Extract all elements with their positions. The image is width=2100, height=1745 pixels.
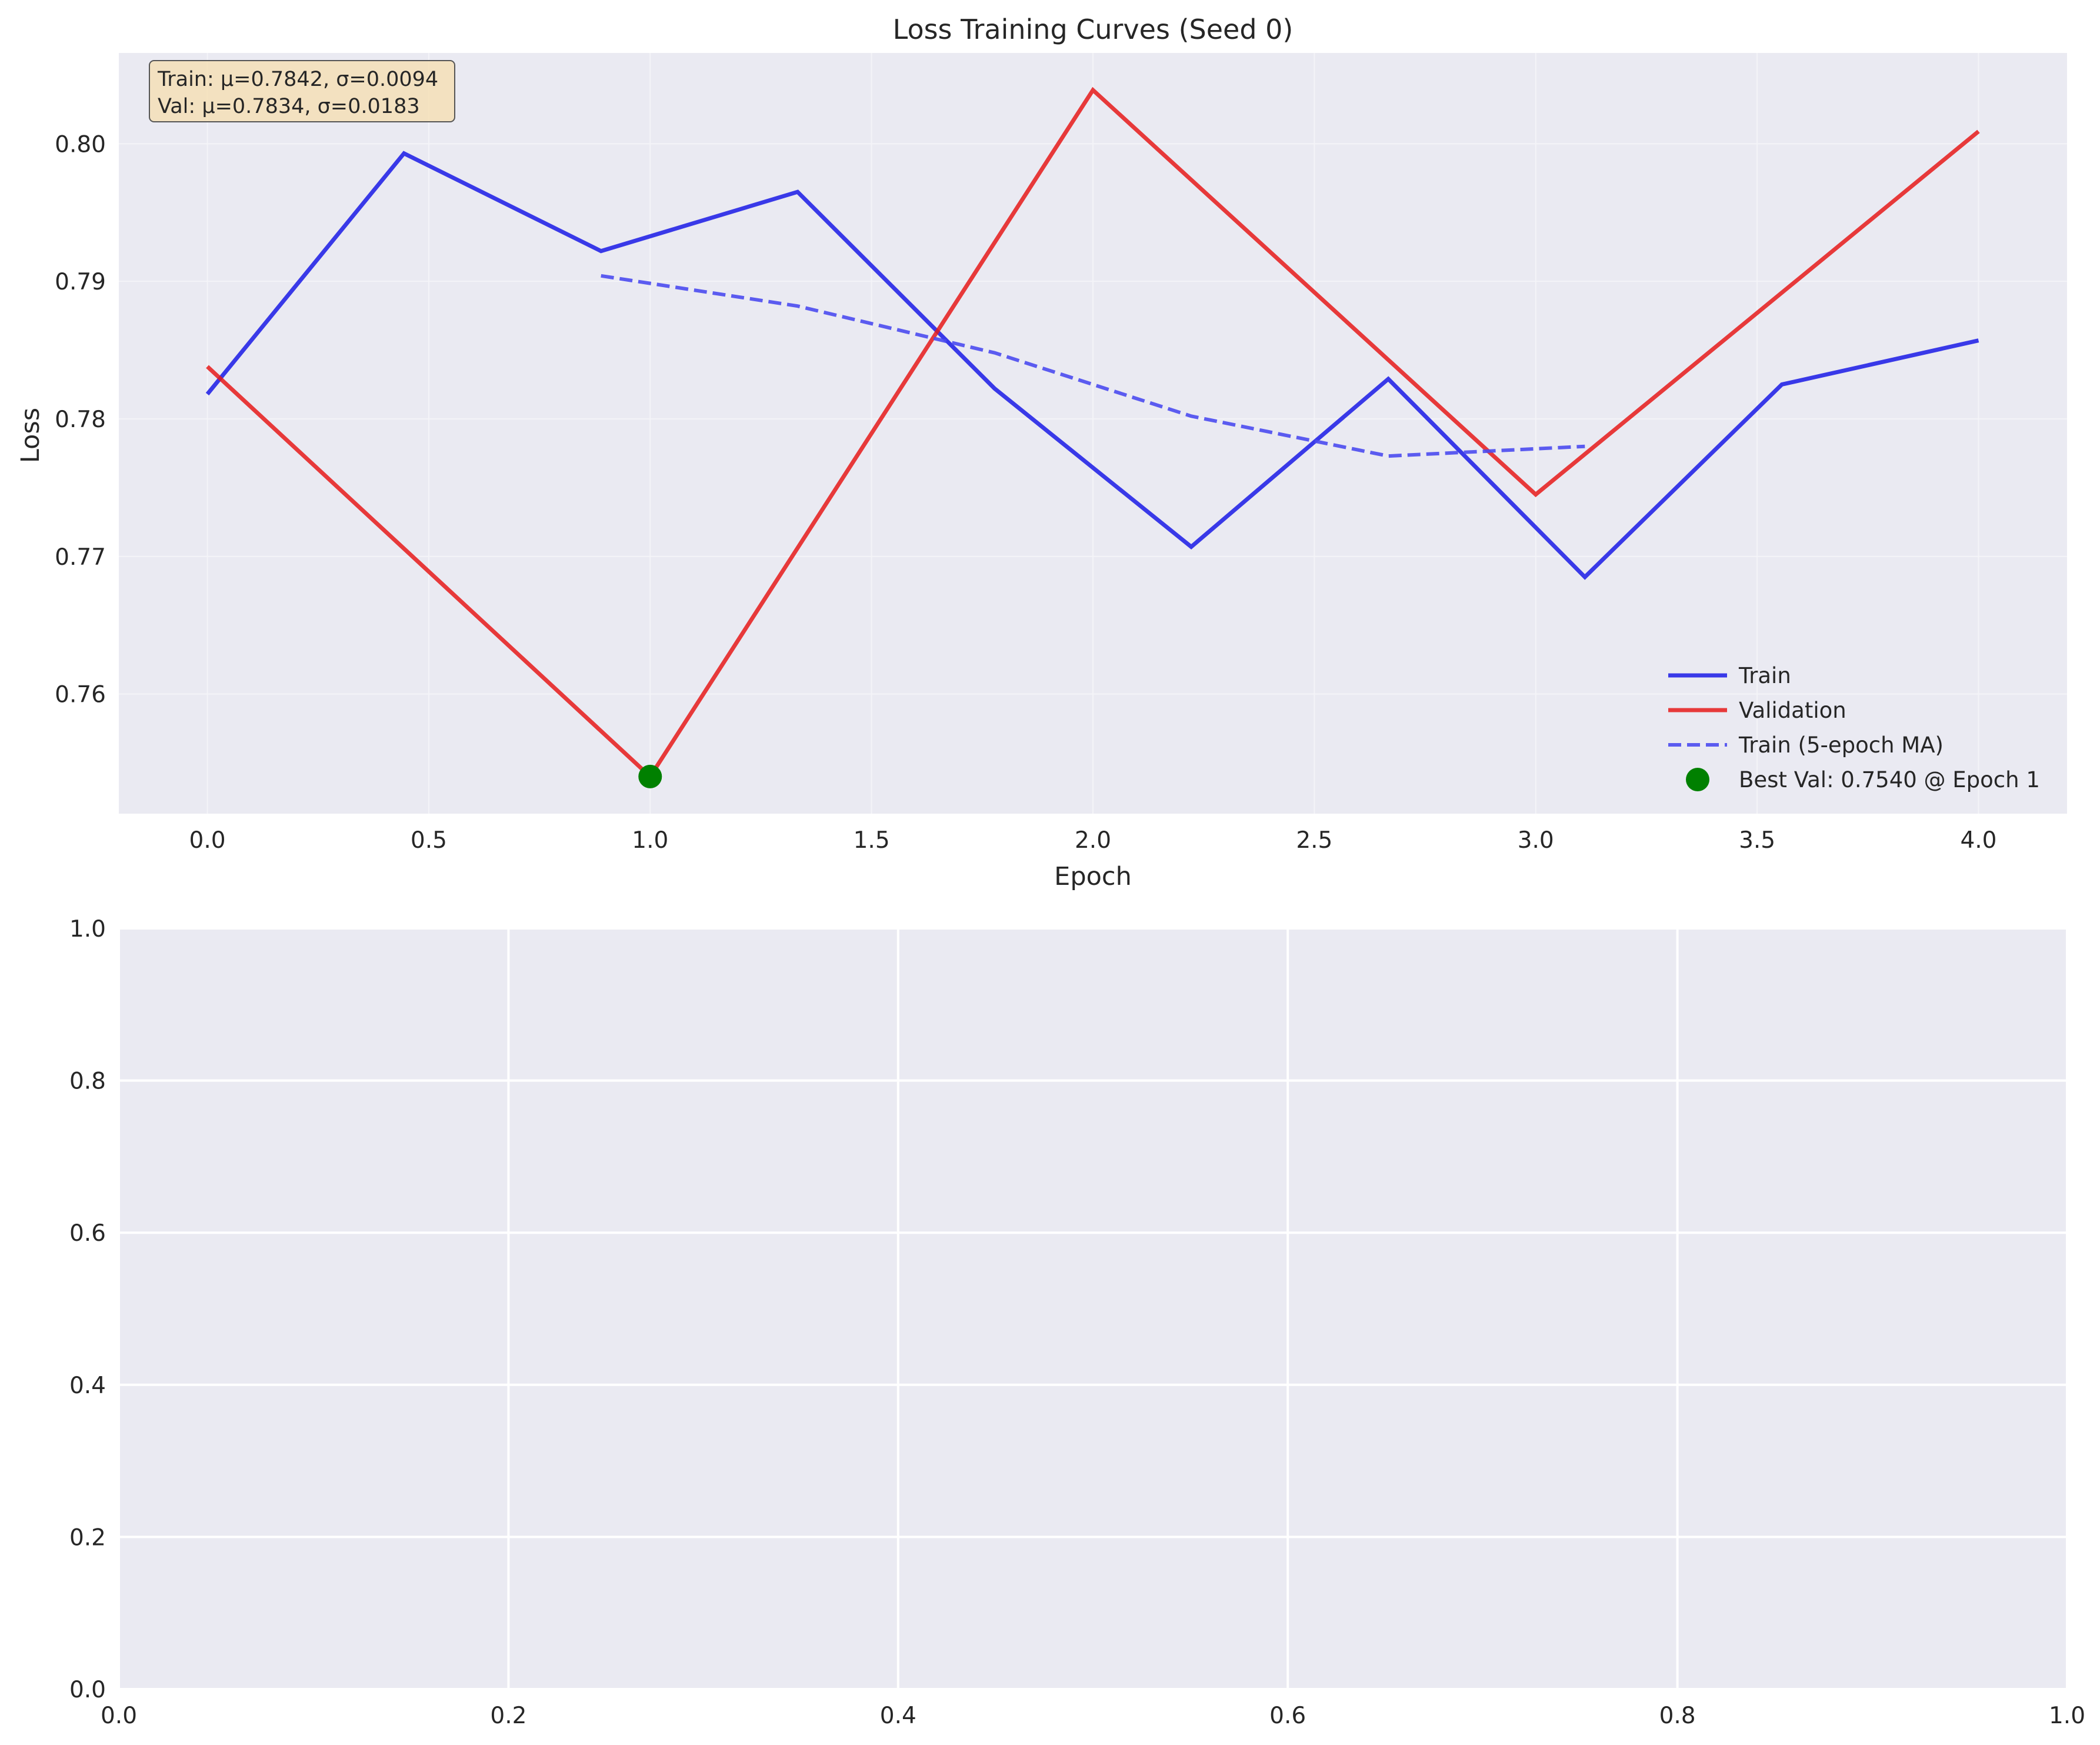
legend-label-best-val: Best Val: 0.7540 @ Epoch 1	[1739, 767, 2040, 792]
y-tick-label: 0.6	[69, 1220, 106, 1247]
top-marker-layer	[638, 764, 662, 788]
best-val-marker	[638, 764, 662, 788]
stats-box: Train: μ=0.7842, σ=0.0094 Val: μ=0.7834,…	[149, 60, 455, 122]
x-axis-label: Epoch	[1054, 862, 1132, 891]
x-tick-label: 2.5	[1296, 827, 1332, 854]
x-tick-label: 4.0	[1960, 827, 1996, 854]
x-tick-label: 0.6	[1269, 1703, 1306, 1729]
x-tick-label: 0.8	[1659, 1703, 1696, 1729]
x-tick-label: 1.0	[632, 827, 668, 854]
legend: Train Validation Train (5-epoch MA) Best…	[1668, 663, 2040, 792]
stats-train-text: Train: μ=0.7842, σ=0.0094	[157, 68, 438, 91]
legend-label-validation: Validation	[1739, 698, 1846, 723]
bottom-x-tick-labels: 0.0 0.2 0.4 0.6 0.8 1.0	[101, 1703, 2085, 1729]
stats-box-background	[149, 60, 455, 122]
y-tick-label: 0.77	[55, 544, 106, 571]
y-tick-label: 0.79	[55, 269, 106, 295]
top-x-tick-labels: 0.0 0.5 1.0 1.5 2.0 2.5 3.0 3.5 4.0	[189, 827, 1997, 854]
chart-title: Loss Training Curves (Seed 0)	[893, 14, 1294, 45]
bottom-grid	[118, 927, 2068, 1690]
y-tick-label: 0.4	[69, 1373, 106, 1399]
y-tick-label: 0.8	[69, 1068, 106, 1095]
x-tick-label: 1.5	[854, 827, 890, 854]
top-series	[205, 86, 1980, 780]
stats-val-text: Val: μ=0.7834, σ=0.0183	[158, 95, 420, 118]
x-tick-label: 0.0	[101, 1703, 137, 1729]
y-tick-label: 0.80	[55, 131, 106, 158]
y-tick-label: 0.0	[69, 1677, 106, 1703]
x-tick-label: 0.2	[490, 1703, 526, 1729]
y-tick-label: 0.78	[55, 407, 106, 433]
legend-swatch-best-val	[1686, 768, 1709, 791]
x-tick-label: 3.5	[1739, 827, 1775, 854]
top-y-tick-labels: 0.76 0.77 0.78 0.79 0.80	[55, 131, 106, 708]
bottom-y-tick-labels: 0.0 0.2 0.4 0.6 0.8 1.0	[69, 916, 106, 1703]
x-tick-label: 1.0	[2049, 1703, 2085, 1729]
top-grid	[119, 53, 2067, 814]
series-line-validation	[206, 86, 1980, 780]
bottom-panel: 0.0 0.2 0.4 0.6 0.8 1.0 0.0 0.2 0.4 0.6 0.8 1.0	[69, 916, 2085, 1729]
legend-label-train-ma: Train (5-epoch MA)	[1738, 732, 1944, 758]
y-tick-label: 1.0	[69, 916, 106, 943]
x-tick-label: 0.0	[189, 827, 226, 854]
x-tick-label: 3.0	[1518, 827, 1554, 854]
y-axis-label: Loss	[16, 408, 45, 463]
x-tick-label: 0.4	[880, 1703, 916, 1729]
y-tick-label: 0.2	[69, 1524, 106, 1551]
bottom-axes-background	[119, 928, 2067, 1689]
x-tick-label: 2.0	[1075, 827, 1111, 854]
x-tick-label: 0.5	[411, 827, 447, 854]
y-tick-label: 0.76	[55, 682, 106, 708]
series-line-train	[205, 151, 1979, 580]
top-panel: 0.0 0.5 1.0 1.5 2.0 2.5 3.0 3.5 4.0 0.76 0.77 0.78…	[16, 14, 2067, 891]
legend-label-train: Train	[1738, 663, 1791, 688]
